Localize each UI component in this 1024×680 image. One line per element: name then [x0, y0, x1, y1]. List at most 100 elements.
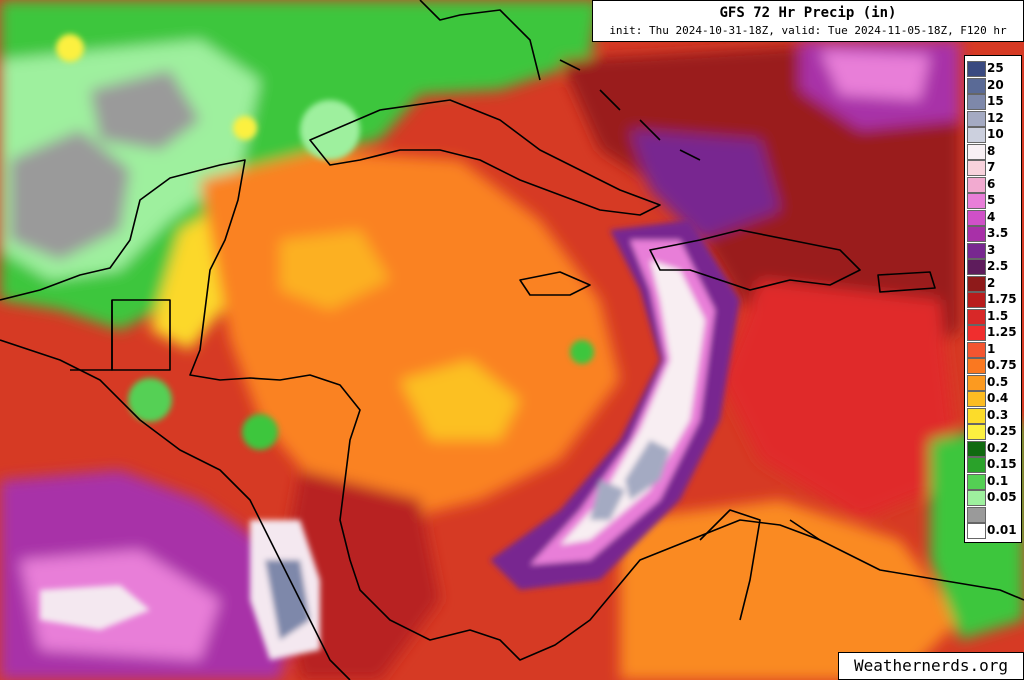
legend-label: 8: [987, 143, 996, 158]
legend-row: 5: [965, 192, 1021, 209]
legend-swatch: [967, 94, 986, 110]
legend-label: 0.75: [987, 358, 1017, 372]
map-title: GFS 72 Hr Precip (in): [719, 5, 897, 21]
legend-label: 2: [987, 275, 996, 290]
legend-row: 12: [965, 110, 1021, 127]
legend-row: [965, 506, 1021, 523]
precip-zone-caribbean-yellow: [400, 360, 520, 440]
legend-swatch: [967, 308, 986, 325]
legend-row: 2: [965, 275, 1021, 292]
legend-row: 0.75: [965, 357, 1021, 374]
legend-label: 3.5: [987, 226, 1009, 240]
legend-swatch: [967, 143, 986, 160]
legend-row: 3.5: [965, 225, 1021, 242]
precip-zone-pacific-white: [40, 585, 150, 630]
legend-row: 1: [965, 341, 1021, 358]
legend-row: 0.25: [965, 423, 1021, 440]
legend-label: 4: [987, 209, 996, 224]
coastline-venezuela: [699, 509, 821, 621]
legend-label: 1.75: [987, 292, 1017, 306]
legend-label: 2.5: [987, 259, 1009, 273]
legend-swatch: [967, 292, 986, 308]
legend-label: 3: [987, 242, 996, 257]
legend-label: 0.4: [987, 391, 1009, 405]
coastline-puertorico: [877, 271, 936, 293]
legend-row: 3: [965, 242, 1021, 259]
legend-swatch: [967, 127, 986, 143]
precip-zone-east-red: [720, 280, 960, 520]
legend-swatch: [967, 523, 986, 539]
legend-swatch: [967, 160, 986, 176]
legend-swatch: [967, 391, 986, 407]
legend-swatch: [967, 226, 986, 242]
coastline-pacific: [0, 339, 351, 680]
legend-label: 7: [987, 160, 996, 174]
legend-swatch: [967, 61, 986, 77]
legend-row: 0.05: [965, 489, 1021, 506]
legend-swatch: [967, 473, 986, 490]
legend-row: 8: [965, 143, 1021, 160]
precip-green-spot: [570, 340, 594, 364]
precip-yellow-spot: [56, 34, 84, 62]
legend-row: 15: [965, 93, 1021, 110]
legend-label: 0.15: [987, 457, 1017, 471]
legend-label: 20: [987, 77, 1004, 92]
legend-label: 1: [987, 341, 996, 356]
legend-row: 1.75: [965, 291, 1021, 308]
legend-row: 4: [965, 209, 1021, 226]
precip-yellow-spot-2: [233, 116, 257, 140]
precip-zone-haiti-purple: [630, 130, 780, 240]
legend-row: 0.15: [965, 456, 1021, 473]
map-subtitle: init: Thu 2024-10-31-18Z, valid: Tue 202…: [609, 24, 1007, 37]
legend-row: 0.3: [965, 407, 1021, 424]
coastline-cuba: [309, 99, 661, 216]
border-guatemala: [70, 300, 113, 371]
legend-swatch: [967, 374, 986, 391]
legend-label: 0.05: [987, 490, 1017, 504]
legend-row: 25: [965, 60, 1021, 77]
legend-row: 0.5: [965, 374, 1021, 391]
legend-swatch: [967, 358, 986, 374]
legend-row: 0.01: [965, 522, 1021, 539]
legend-swatch: [967, 490, 986, 506]
legend-row: 20: [965, 77, 1021, 94]
legend-swatch: [967, 457, 986, 473]
legend-row: 6: [965, 176, 1021, 193]
legend-swatch: [967, 506, 986, 523]
legend-row: 0.2: [965, 440, 1021, 457]
legend-swatch: [967, 77, 986, 94]
legend-swatch: [967, 259, 986, 275]
precip-green-spot-4: [300, 100, 360, 160]
legend-swatch: [967, 176, 986, 193]
legend-label: 1.5: [987, 308, 1009, 323]
precip-legend: 25 20 15 12 10 8 7 6 5 4 3.5 3 2.5 2 1.75 1.5 1.25 1 0.75 0…: [964, 55, 1022, 543]
legend-label: 10: [987, 127, 1004, 141]
credit-label: Weathernerds.org: [838, 652, 1024, 680]
legend-label: 1.25: [987, 325, 1017, 339]
precip-zone-gulf-gray: [10, 130, 130, 260]
legend-swatch: [967, 341, 986, 358]
precip-zone-caribbean-yellow-2: [280, 230, 390, 310]
precip-plume-gray: [625, 440, 670, 500]
legend-label: 0.5: [987, 374, 1009, 389]
legend-swatch: [967, 275, 986, 292]
legend-swatch: [967, 110, 986, 127]
legend-swatch: [967, 209, 986, 226]
legend-row: 2.5: [965, 258, 1021, 275]
coastline-bahamas: [559, 59, 701, 161]
legend-swatch: [967, 424, 986, 440]
legend-label: 0.2: [987, 440, 1009, 455]
legend-label: 0.01: [987, 523, 1017, 537]
coastline-jamaica: [519, 271, 591, 296]
legend-label: 25: [987, 61, 1004, 75]
coastline-florida: [419, 0, 541, 81]
precip-plume-gray-2: [590, 480, 625, 520]
legend-label: 0.3: [987, 407, 1009, 422]
legend-row: 1.5: [965, 308, 1021, 325]
legend-row: 0.4: [965, 390, 1021, 407]
precip-plume-white: [560, 260, 705, 545]
legend-label: 12: [987, 110, 1004, 125]
legend-row: 0.1: [965, 473, 1021, 490]
legend-swatch: [967, 407, 986, 424]
